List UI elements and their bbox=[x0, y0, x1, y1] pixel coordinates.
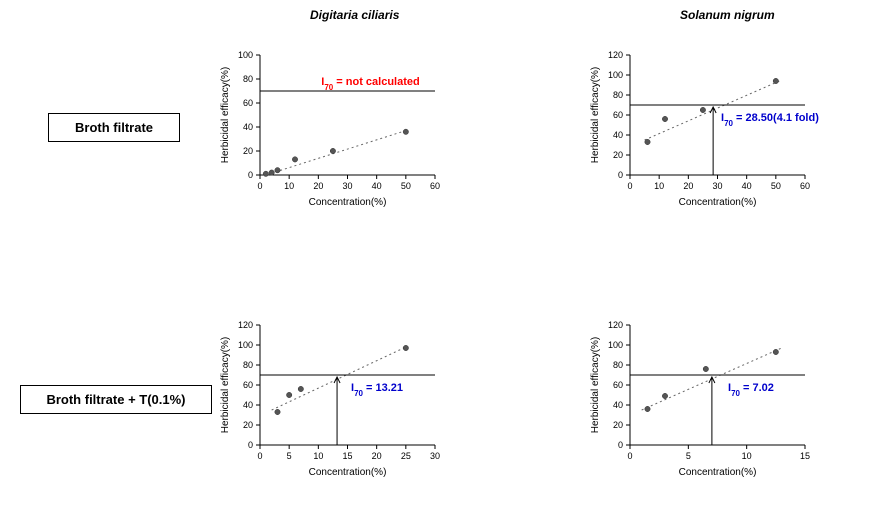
svg-text:10: 10 bbox=[654, 181, 664, 191]
i70-annotation: I70 = not calculated bbox=[321, 76, 419, 92]
svg-text:100: 100 bbox=[608, 340, 623, 350]
svg-text:0: 0 bbox=[618, 440, 623, 450]
svg-text:5: 5 bbox=[287, 451, 292, 461]
svg-text:25: 25 bbox=[401, 451, 411, 461]
svg-text:100: 100 bbox=[608, 70, 623, 80]
data-point bbox=[662, 116, 667, 121]
chart-digitaria-broth-t: 0 5 10 15 20 25 30 0 20 40 60 80 100 120 Concentration… bbox=[210, 310, 450, 480]
data-point bbox=[275, 409, 280, 414]
svg-text:0: 0 bbox=[257, 451, 262, 461]
svg-text:20: 20 bbox=[613, 150, 623, 160]
svg-text:15: 15 bbox=[342, 451, 352, 461]
x-axis-label: Concentration(%) bbox=[679, 467, 757, 478]
data-point bbox=[662, 393, 667, 398]
svg-text:80: 80 bbox=[613, 360, 623, 370]
data-point bbox=[275, 168, 280, 173]
svg-text:60: 60 bbox=[243, 380, 253, 390]
data-point bbox=[286, 392, 291, 397]
svg-text:60: 60 bbox=[613, 380, 623, 390]
data-point bbox=[773, 78, 778, 83]
svg-text:60: 60 bbox=[430, 181, 440, 191]
data-point bbox=[269, 170, 274, 175]
svg-text:10: 10 bbox=[284, 181, 294, 191]
i70-annotation: I70 = 7.02 bbox=[728, 382, 774, 398]
column-header-digitaria: Digitaria ciliaris bbox=[310, 8, 399, 22]
y-axis-label: Herbicidal efficacy(%) bbox=[590, 337, 601, 434]
chart-solanum-broth-t: 0 5 10 15 0 20 40 60 80 100 120 Concentration(%) Her… bbox=[580, 310, 820, 480]
svg-text:120: 120 bbox=[608, 50, 623, 60]
y-axis-label: Herbicidal efficacy(%) bbox=[220, 337, 231, 434]
svg-text:50: 50 bbox=[401, 181, 411, 191]
svg-text:60: 60 bbox=[243, 98, 253, 108]
data-point bbox=[703, 366, 708, 371]
data-point bbox=[700, 107, 705, 112]
data-point bbox=[292, 157, 297, 162]
svg-text:120: 120 bbox=[238, 320, 253, 330]
svg-text:0: 0 bbox=[248, 440, 253, 450]
svg-text:60: 60 bbox=[613, 110, 623, 120]
chart-solanum-broth: 0 10 20 30 40 50 60 0 20 40 60 80 100 120 Concentratio… bbox=[580, 40, 820, 210]
svg-text:20: 20 bbox=[243, 420, 253, 430]
row-label-broth-filtrate-t: Broth filtrate + T(0.1%) bbox=[20, 385, 212, 414]
data-point bbox=[298, 386, 303, 391]
svg-text:0: 0 bbox=[248, 170, 253, 180]
svg-text:10: 10 bbox=[313, 451, 323, 461]
svg-text:40: 40 bbox=[613, 400, 623, 410]
svg-text:0: 0 bbox=[618, 170, 623, 180]
svg-text:100: 100 bbox=[238, 50, 253, 60]
svg-text:0: 0 bbox=[627, 181, 632, 191]
i70-annotation: I70 = 13.21 bbox=[351, 382, 403, 398]
svg-text:40: 40 bbox=[613, 130, 623, 140]
svg-text:0: 0 bbox=[257, 181, 262, 191]
trend-line bbox=[266, 131, 406, 175]
svg-text:0: 0 bbox=[627, 451, 632, 461]
svg-text:40: 40 bbox=[742, 181, 752, 191]
svg-text:30: 30 bbox=[430, 451, 440, 461]
svg-text:80: 80 bbox=[613, 90, 623, 100]
svg-text:80: 80 bbox=[243, 74, 253, 84]
row-label-broth-filtrate: Broth filtrate bbox=[48, 113, 180, 142]
data-point bbox=[645, 406, 650, 411]
x-axis-label: Concentration(%) bbox=[679, 197, 757, 208]
chart-digitaria-broth: 0 10 20 30 40 50 60 0 20 40 60 80 100 Concentration(%… bbox=[210, 40, 450, 210]
svg-text:20: 20 bbox=[372, 451, 382, 461]
svg-text:40: 40 bbox=[372, 181, 382, 191]
trend-line bbox=[272, 347, 406, 410]
svg-text:20: 20 bbox=[313, 181, 323, 191]
svg-text:120: 120 bbox=[608, 320, 623, 330]
svg-text:50: 50 bbox=[771, 181, 781, 191]
i70-annotation: I70 = 28.50(4.1 fold) bbox=[721, 112, 819, 128]
data-point bbox=[645, 139, 650, 144]
svg-text:10: 10 bbox=[742, 451, 752, 461]
svg-text:30: 30 bbox=[712, 181, 722, 191]
x-axis-label: Concentration(%) bbox=[309, 467, 387, 478]
y-axis-label: Herbicidal efficacy(%) bbox=[590, 67, 601, 164]
data-point bbox=[773, 349, 778, 354]
svg-text:20: 20 bbox=[683, 181, 693, 191]
svg-text:15: 15 bbox=[800, 451, 810, 461]
svg-text:40: 40 bbox=[243, 122, 253, 132]
svg-text:30: 30 bbox=[342, 181, 352, 191]
svg-text:5: 5 bbox=[686, 451, 691, 461]
data-point bbox=[403, 345, 408, 350]
svg-text:20: 20 bbox=[613, 420, 623, 430]
data-point bbox=[263, 171, 268, 176]
x-axis-label: Concentration(%) bbox=[309, 197, 387, 208]
data-point bbox=[403, 129, 408, 134]
y-axis-label: Herbicidal efficacy(%) bbox=[220, 67, 231, 164]
svg-text:60: 60 bbox=[800, 181, 810, 191]
svg-text:100: 100 bbox=[238, 340, 253, 350]
svg-text:80: 80 bbox=[243, 360, 253, 370]
svg-text:40: 40 bbox=[243, 400, 253, 410]
data-point bbox=[330, 148, 335, 153]
column-header-solanum: Solanum nigrum bbox=[680, 8, 775, 22]
svg-text:20: 20 bbox=[243, 146, 253, 156]
